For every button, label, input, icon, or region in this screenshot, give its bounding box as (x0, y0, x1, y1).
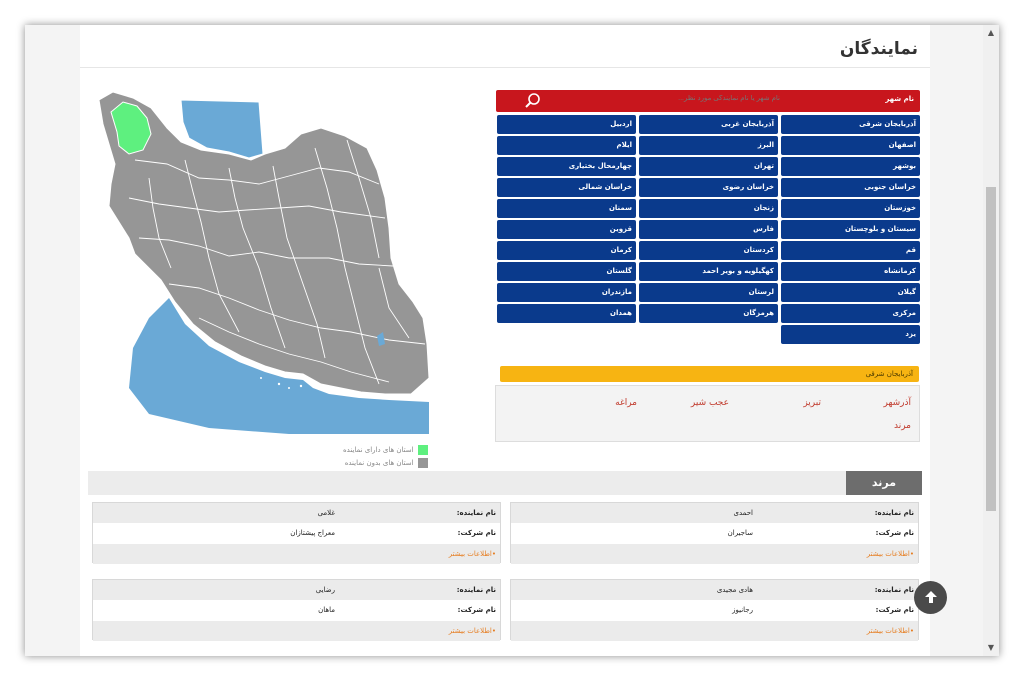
company-name: ماهان (318, 606, 335, 614)
map-legend: استان های دارای نماینده استان های بدون ن… (343, 443, 428, 469)
more-info-link[interactable]: •اطلاعات بیشتر (866, 550, 914, 558)
persian-gulf (129, 298, 429, 434)
province-button[interactable]: لرستان (639, 283, 778, 302)
province-button[interactable]: یزد (781, 325, 920, 344)
representative-card: نام نماینده: غلامی نام شرکت: معراج پیشتازا… (92, 502, 501, 564)
legend-with-rep: استان های دارای نماینده (343, 443, 428, 456)
city-link[interactable]: مراغه (615, 398, 637, 408)
province-button[interactable]: مازندران (497, 283, 636, 302)
hamun-lake (377, 332, 385, 346)
scroll-up-arrow-icon[interactable]: ▲ (987, 28, 995, 37)
rep-name-label: نام نماینده: (456, 586, 496, 594)
province-button[interactable]: البرز (639, 136, 778, 155)
legend-swatch-gray (417, 457, 428, 468)
city-link[interactable]: مرند (893, 421, 911, 431)
arrow-up-icon (924, 591, 937, 603)
company-label: نام شرکت: (875, 529, 914, 537)
province-button[interactable]: خراسان جنوبی (781, 178, 920, 197)
vertical-scrollbar[interactable]: ▲ ▼ (983, 25, 999, 656)
rep-name-label: نام نماینده: (874, 509, 914, 517)
province-borders (128, 139, 426, 385)
city-section-header: مرند (88, 471, 922, 495)
representative-card: نام نماینده: هادی مجیدی نام شرکت: رجانیوز … (510, 579, 919, 641)
rep-name: هادی مجیدی (716, 586, 753, 594)
province-button[interactable]: کهگیلویه و بویر احمد (639, 262, 778, 281)
province-button[interactable]: گلستان (497, 262, 636, 281)
rep-name: احمدی (733, 509, 753, 517)
province-button[interactable]: اصفهان (781, 136, 920, 155)
scroll-to-top-button[interactable] (914, 581, 947, 614)
province-button[interactable]: سیستان و بلوچستان (781, 220, 920, 239)
representative-card: نام نماینده: احمدی نام شرکت: ساجیران •اطلا… (510, 502, 919, 564)
map-province-with-rep (110, 101, 152, 155)
rep-name: رضایی (315, 586, 335, 594)
province-button[interactable]: هرمزگان (639, 304, 778, 323)
company-name: ساجیران (727, 529, 753, 537)
search-icon[interactable] (524, 92, 542, 110)
province-button[interactable]: زنجان (639, 199, 778, 218)
province-button[interactable]: قم (781, 241, 920, 260)
province-button[interactable]: کرمان (497, 241, 636, 260)
more-info-link[interactable]: •اطلاعات بیشتر (448, 627, 496, 635)
province-button[interactable]: اردبیل (497, 115, 636, 134)
province-button[interactable]: چهارمحال بختیاری (497, 157, 636, 176)
rep-name-label: نام نماینده: (874, 586, 914, 594)
gulf-islands (260, 377, 303, 389)
company-label: نام شرکت: (875, 606, 914, 614)
map-provinces-without-rep (98, 91, 430, 395)
city-link[interactable]: عجب شیر (690, 398, 729, 408)
city-list: آذرشهر تبریز عجب شیر مراغه مرند (495, 385, 920, 442)
legend-without-rep: استان های بدون نماینده (343, 456, 428, 469)
more-info-link[interactable]: •اطلاعات بیشتر (448, 550, 496, 558)
page-title: نمایندگان (839, 39, 918, 59)
legend-swatch-green (417, 444, 428, 455)
province-button[interactable]: فارس (639, 220, 778, 239)
company-name: معراج پیشتازان (290, 529, 335, 537)
province-button[interactable]: خراسان شمالی (497, 178, 636, 197)
city-search-bar: نام شهر (496, 90, 920, 112)
province-button[interactable]: آذربایجان شرقی (781, 115, 920, 134)
province-button[interactable]: تهران (639, 157, 778, 176)
search-input[interactable] (640, 95, 780, 102)
province-button[interactable]: گیلان (781, 283, 920, 302)
province-button[interactable]: قزوین (497, 220, 636, 239)
city-link[interactable]: تبریز (803, 398, 821, 408)
province-button[interactable]: کرمانشاه (781, 262, 920, 281)
more-info-link[interactable]: •اطلاعات بیشتر (866, 627, 914, 635)
legend-label: استان های بدون نماینده (344, 458, 414, 467)
rep-name: غلامی (317, 509, 335, 517)
page-content: نمایندگان نام شهر آذربایجان شرقی آذربایج… (80, 25, 930, 656)
title-divider (80, 67, 930, 68)
province-button[interactable]: آذربایجان غربی (639, 115, 778, 134)
selected-province-breadcrumb: آذربایجان شرقی (500, 366, 919, 382)
browser-window: نمایندگان نام شهر آذربایجان شرقی آذربایج… (25, 25, 999, 656)
iran-province-map[interactable] (89, 88, 439, 438)
province-button[interactable]: همدان (497, 304, 636, 323)
province-button[interactable]: خوزستان (781, 199, 920, 218)
search-label: نام شهر (885, 95, 914, 103)
city-link[interactable]: آذرشهر (883, 398, 911, 408)
scroll-down-arrow-icon[interactable]: ▼ (987, 643, 995, 652)
company-label: نام شرکت: (457, 606, 496, 614)
representative-card: نام نماینده: رضایی نام شرکت: ماهان •اطلاعا… (92, 579, 501, 641)
company-label: نام شرکت: (457, 529, 496, 537)
scrollbar-thumb[interactable] (986, 187, 996, 511)
province-button[interactable]: مرکزی (781, 304, 920, 323)
legend-label: استان های دارای نماینده (343, 445, 414, 454)
province-button[interactable]: سمنان (497, 199, 636, 218)
caspian-sea (180, 99, 264, 159)
company-name: رجانیوز (732, 606, 753, 614)
rep-name-label: نام نماینده: (456, 509, 496, 517)
province-button[interactable]: بوشهر (781, 157, 920, 176)
province-button[interactable]: کردستان (639, 241, 778, 260)
province-button[interactable]: خراسان رضوی (639, 178, 778, 197)
province-button[interactable]: ایلام (497, 136, 636, 155)
section-title: مرند (846, 471, 922, 495)
